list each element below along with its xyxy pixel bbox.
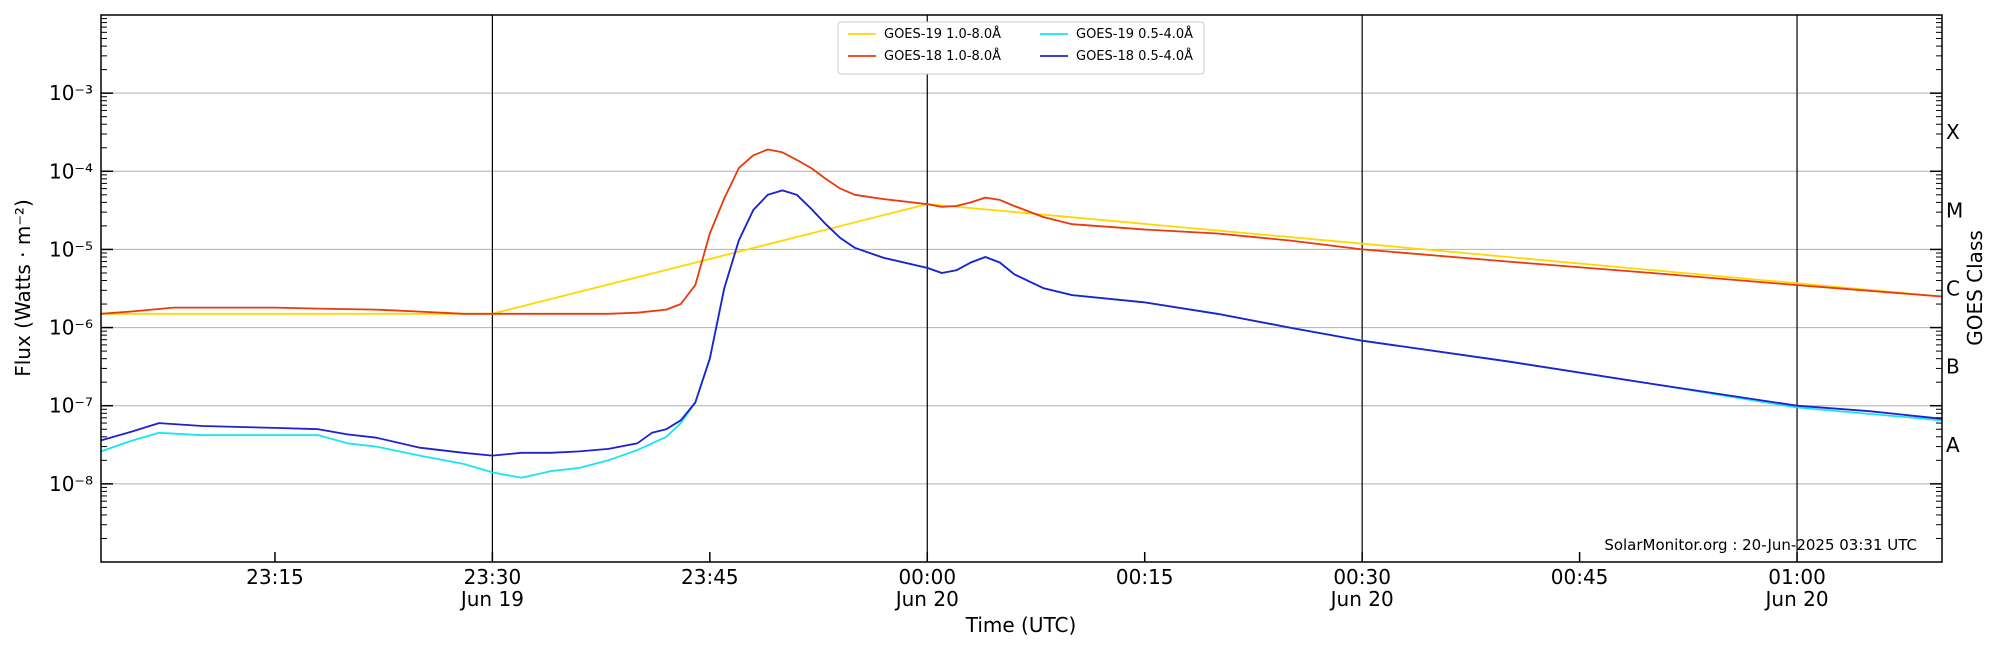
x-axis-title: Time (UTC)	[965, 613, 1077, 637]
y-tick-label: 10⁻⁶	[49, 316, 93, 340]
legend-box	[837, 21, 1205, 75]
goes-class-label: B	[1946, 355, 1960, 379]
x-tick-label: 01:00	[1768, 565, 1826, 589]
y-tick-label: 10⁻⁷	[49, 394, 93, 418]
x-tick-label: 23:45	[681, 565, 739, 589]
legend-entry-label: GOES-19 0.5-4.0Å	[1076, 26, 1193, 42]
x-tick-label: 23:30	[464, 565, 522, 589]
goes-class-label: C	[1946, 277, 1960, 301]
y-tick-label: 10⁻⁴	[49, 159, 93, 183]
grid-layer	[101, 15, 1942, 562]
x-tick-date-label: Jun 19	[459, 587, 524, 611]
series-line	[100, 148, 1943, 315]
x-tick-label: 00:15	[1116, 565, 1174, 589]
y-tick-label: 10⁻⁵	[49, 237, 93, 261]
x-tick-label: 00:45	[1551, 565, 1609, 589]
credit-text: SolarMonitor.org : 20-Jun-2025 03:31 UTC	[1604, 536, 1917, 554]
x-tick-label: 23:15	[246, 565, 304, 589]
y2-axis-title: GOES Class	[1963, 230, 1987, 346]
legend-entry-label: GOES-19 1.0-8.0Å	[884, 26, 1001, 42]
legend-entry-label: GOES-18 1.0-8.0Å	[884, 48, 1001, 64]
goes-class-label: X	[1946, 120, 1960, 144]
y-axis-title: Flux (Watts · m⁻²)	[11, 199, 35, 377]
x-tick-label: 00:00	[898, 565, 956, 589]
series-line	[100, 189, 1943, 457]
goes-class-label: A	[1946, 433, 1960, 457]
x-tick-label: 00:30	[1333, 565, 1391, 589]
x-tick-date-label: Jun 20	[1329, 587, 1394, 611]
y-tick-label: 10⁻⁸	[49, 472, 93, 496]
goes-class-label: M	[1946, 198, 1963, 222]
x-tick-date-label: Jun 20	[1764, 587, 1829, 611]
y-tick-label: 10⁻³	[49, 81, 93, 105]
legend: GOES-19 1.0-8.0Å GOES-18 1.0-8.0Å GOES-19 …	[837, 21, 1205, 75]
plot-frame	[100, 14, 1943, 563]
legend-entry-label: GOES-18 0.5-4.0Å	[1076, 48, 1193, 64]
series-layer	[100, 148, 1943, 479]
series-line	[101, 203, 1943, 315]
x-tick-date-label: Jun 20	[894, 587, 959, 611]
